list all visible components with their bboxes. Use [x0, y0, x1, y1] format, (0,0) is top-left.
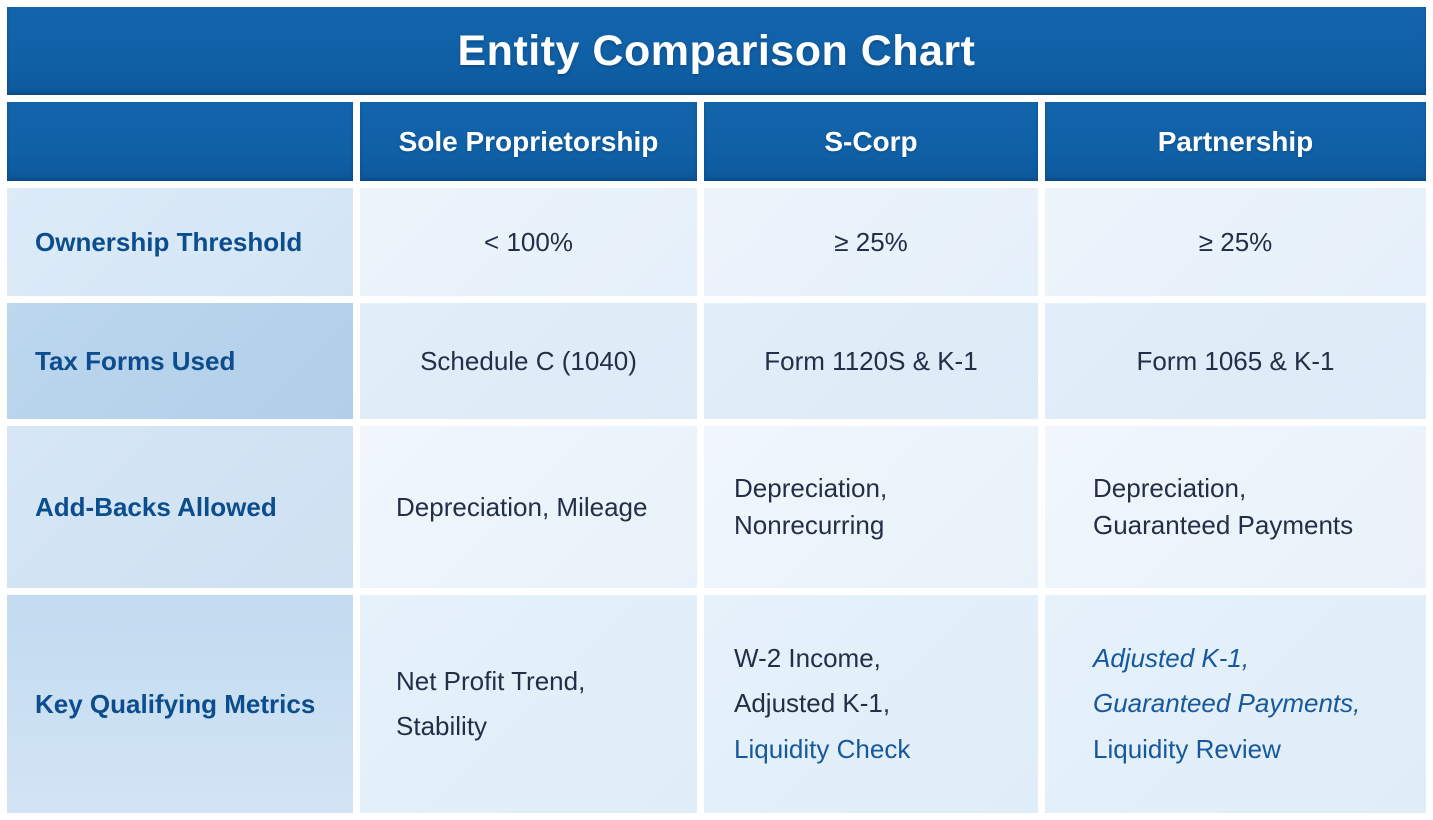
cell-ownership-partnership: ≥ 25%: [1045, 188, 1426, 296]
cell-taxforms-partnership: Form 1065 & K-1: [1045, 303, 1426, 419]
cell-line: Schedule C (1040): [420, 345, 637, 376]
cell-ownership-s-corp: ≥ 25%: [704, 188, 1038, 296]
row-label-ownership-threshold: Ownership Threshold: [7, 188, 353, 296]
cell-line: Stability: [396, 711, 488, 741]
cell-taxforms-s-corp: Form 1120S & K-1: [704, 303, 1038, 419]
cell-line: Form 1120S & K-1: [764, 345, 978, 376]
cell-line: Liquidity Review: [1093, 733, 1281, 764]
cell-line: Net Profit Trend,: [396, 665, 586, 696]
cell-taxforms-sole-proprietorship: Schedule C (1040): [360, 303, 697, 419]
cell-addbacks-partnership: Depreciation, Guaranteed Payments: [1045, 426, 1426, 588]
header-corner-cell: [7, 102, 353, 181]
cell-metrics-partnership: Adjusted K-1, Guaranteed Payments, Liqui…: [1045, 595, 1426, 813]
column-header-partnership: Partnership: [1045, 102, 1426, 181]
cell-line: < 100%: [484, 226, 573, 257]
title-bar: Entity Comparison Chart: [7, 7, 1426, 95]
column-header-label: S-Corp: [824, 125, 918, 157]
cell-line: ≥ 25%: [1198, 226, 1273, 257]
cell-line: Depreciation,: [1093, 473, 1247, 504]
cell-addbacks-s-corp: Depreciation, Nonrecurring: [704, 426, 1038, 588]
cell-line: Guaranteed Payments,: [1093, 688, 1361, 719]
cell-line: Nonrecurring: [734, 510, 885, 540]
cell-line: Form 1065 & K-1: [1136, 345, 1335, 376]
page-title: Entity Comparison Chart: [457, 26, 976, 75]
cell-addbacks-sole-proprietorship: Depreciation, Mileage: [360, 426, 697, 588]
cell-metrics-s-corp: W-2 Income, Adjusted K-1, Liquidity Chec…: [704, 595, 1038, 813]
column-header-label: Sole Proprietorship: [398, 125, 659, 157]
cell-line: Depreciation, Mileage: [396, 491, 648, 522]
cell-line: W-2 Income,: [734, 642, 881, 673]
cell-line: Adjusted K-1,: [1093, 642, 1250, 673]
column-header-label: Partnership: [1157, 125, 1314, 157]
row-label-add-backs-allowed: Add-Backs Allowed: [7, 426, 353, 588]
cell-line: Liquidity Check: [734, 733, 911, 764]
column-header-s-corp: S-Corp: [704, 102, 1038, 181]
row-label-key-qualifying-metrics: Key Qualifying Metrics: [7, 595, 353, 813]
cell-line: Guaranteed Payments: [1093, 510, 1354, 540]
cell-line: ≥ 25%: [834, 226, 908, 257]
cell-metrics-sole-proprietorship: Net Profit Trend, Stability: [360, 595, 697, 813]
cell-line: Depreciation,: [734, 473, 888, 504]
cell-line: Adjusted K-1,: [734, 688, 891, 719]
row-label-tax-forms-used: Tax Forms Used: [7, 303, 353, 419]
cell-ownership-sole-proprietorship: < 100%: [360, 188, 697, 296]
column-header-sole-proprietorship: Sole Proprietorship: [360, 102, 697, 181]
